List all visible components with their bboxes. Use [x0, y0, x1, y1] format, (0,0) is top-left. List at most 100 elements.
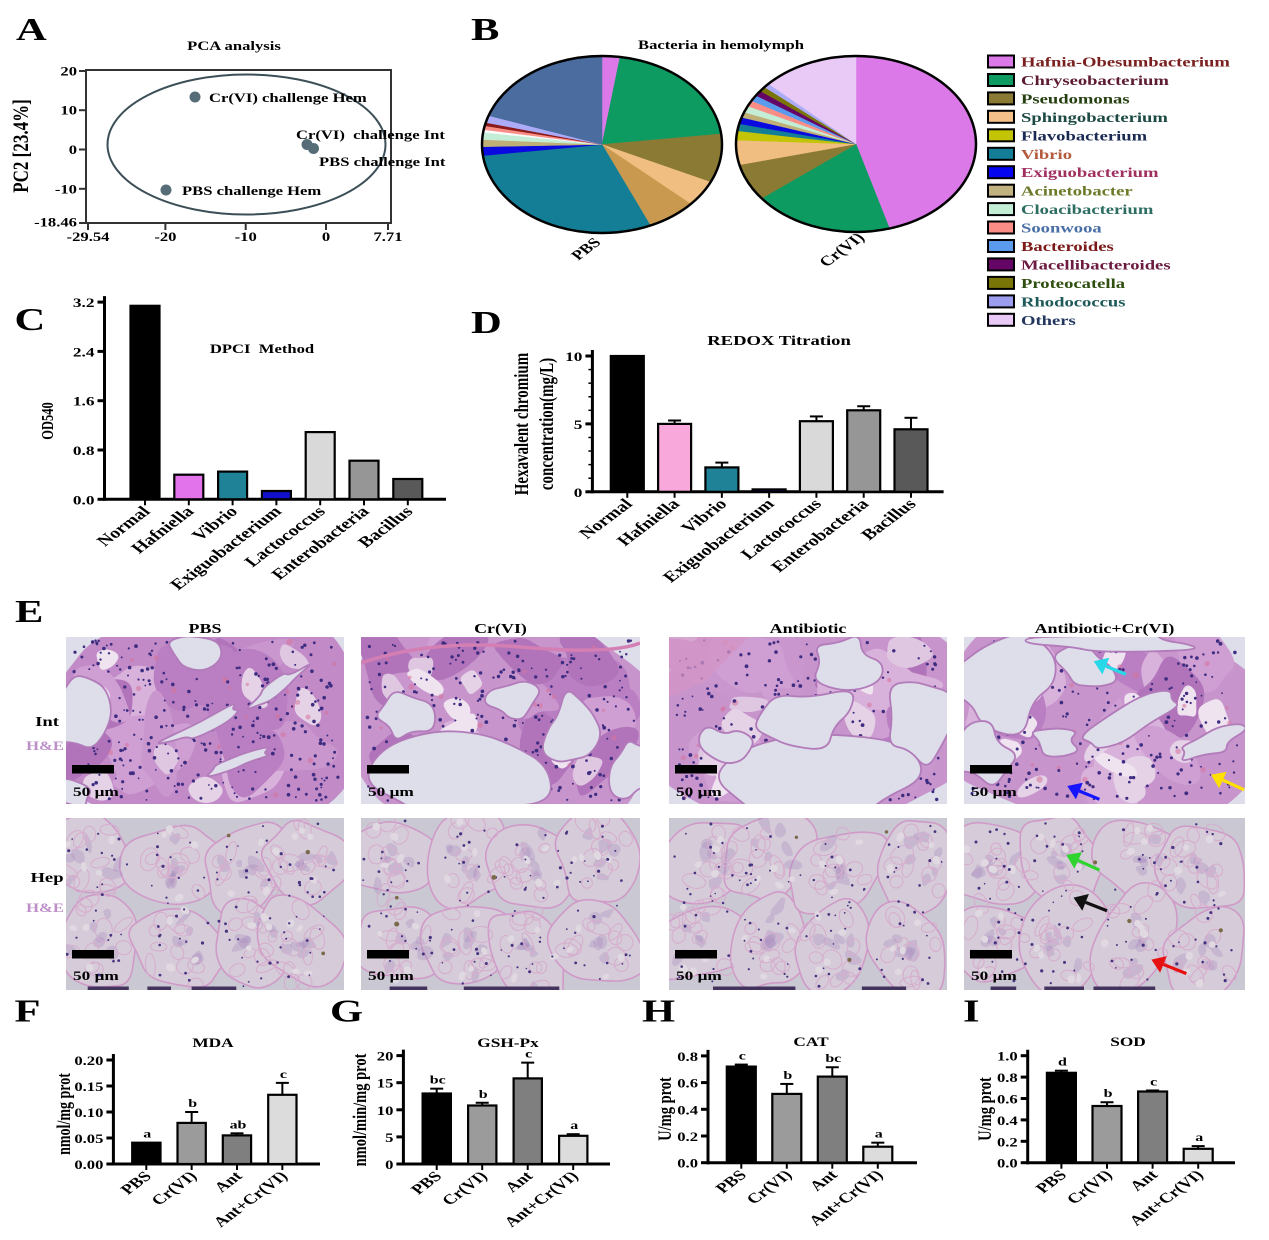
svg-text:Cr(VI): Cr(VI) — [1062, 1167, 1116, 1208]
svg-text:10: 10 — [377, 1105, 394, 1119]
svg-text:0.0: 0.0 — [997, 1158, 1018, 1172]
svg-text:10: 10 — [565, 350, 583, 364]
svg-text:Macellibacteroides: Macellibacteroides — [1021, 257, 1171, 273]
svg-text:0.8: 0.8 — [677, 1051, 698, 1065]
svg-text:50 μm: 50 μm — [73, 969, 119, 983]
svg-text:0: 0 — [385, 1159, 393, 1173]
svg-text:a: a — [875, 1127, 883, 1141]
svg-text:10: 10 — [60, 105, 77, 119]
svg-text:Cr(VI): Cr(VI) — [437, 1168, 491, 1209]
svg-text:0.6: 0.6 — [677, 1077, 698, 1091]
svg-text:H&E: H&E — [26, 902, 64, 916]
svg-text:Antibiotic: Antibiotic — [770, 622, 847, 636]
svg-text:bc: bc — [430, 1073, 446, 1087]
svg-text:c: c — [525, 1047, 532, 1061]
svg-text:H: H — [642, 993, 675, 1029]
svg-text:Acinetobacter: Acinetobacter — [1021, 183, 1133, 199]
svg-text:PC2 [23.4%]: PC2 [23.4%] — [9, 99, 34, 192]
svg-text:50 μm: 50 μm — [971, 785, 1017, 799]
svg-text:Bacteria in hemolymph: Bacteria in hemolymph — [638, 39, 804, 53]
svg-text:Cloacibacterium: Cloacibacterium — [1021, 201, 1154, 217]
svg-text:GSH-Px: GSH-Px — [477, 1036, 539, 1050]
svg-text:OD540: OD540 — [39, 402, 57, 439]
svg-text:Exiguobacterium: Exiguobacterium — [1021, 164, 1159, 180]
svg-text:Rhodococcus: Rhodococcus — [1021, 294, 1125, 310]
svg-text:0.8: 0.8 — [997, 1072, 1018, 1086]
svg-text:REDOX Titration: REDOX Titration — [707, 332, 851, 348]
svg-text:0.0: 0.0 — [73, 493, 95, 507]
svg-text:0.00: 0.00 — [74, 1159, 103, 1173]
svg-text:0.2: 0.2 — [677, 1131, 698, 1145]
svg-text:-10: -10 — [55, 183, 77, 197]
svg-text:5: 5 — [574, 418, 583, 432]
svg-text:Hafnia-Obesumbacterium: Hafnia-Obesumbacterium — [1021, 54, 1230, 70]
svg-text:Cr(VI) challenge Hem: Cr(VI) challenge Hem — [209, 92, 367, 106]
svg-text:d: d — [1058, 1055, 1067, 1069]
svg-text:b: b — [1104, 1087, 1113, 1101]
svg-text:0: 0 — [69, 144, 77, 158]
svg-text:F: F — [15, 993, 41, 1029]
svg-text:Chryseobacterium: Chryseobacterium — [1021, 72, 1169, 88]
svg-text:PBS: PBS — [407, 1168, 446, 1198]
svg-text:a: a — [1195, 1131, 1203, 1145]
svg-text:1.0: 1.0 — [997, 1051, 1018, 1065]
svg-text:Ant: Ant — [500, 1168, 537, 1196]
svg-text:-18.46: -18.46 — [34, 216, 77, 230]
svg-text:a: a — [570, 1119, 578, 1133]
svg-text:Bacteroides: Bacteroides — [1021, 238, 1114, 254]
svg-text:A: A — [16, 12, 47, 48]
svg-text:Cr(VI): Cr(VI) — [147, 1168, 201, 1209]
svg-text:-29.54: -29.54 — [67, 231, 111, 245]
svg-text:0.6: 0.6 — [997, 1093, 1018, 1107]
svg-text:0: 0 — [574, 486, 583, 500]
svg-text:b: b — [188, 1097, 197, 1111]
svg-text:Ant: Ant — [210, 1168, 247, 1196]
svg-text:50 μm: 50 μm — [971, 969, 1017, 983]
svg-text:B: B — [471, 12, 499, 48]
svg-text:20: 20 — [377, 1050, 394, 1064]
svg-text:Vibrio: Vibrio — [1021, 146, 1072, 162]
svg-text:bc: bc — [825, 1052, 841, 1066]
svg-text:20: 20 — [60, 65, 77, 79]
svg-text:PBS challenge Int: PBS challenge Int — [319, 156, 445, 170]
svg-text:0.10: 0.10 — [74, 1107, 103, 1121]
svg-text:50 μm: 50 μm — [676, 969, 722, 983]
svg-text:Soonwooa: Soonwooa — [1021, 220, 1102, 236]
svg-text:0.20: 0.20 — [74, 1055, 103, 1069]
svg-text:D: D — [471, 305, 502, 341]
svg-text:b: b — [479, 1088, 488, 1102]
svg-text:Flavobacterium: Flavobacterium — [1021, 128, 1147, 144]
svg-text:Cr(VI): Cr(VI) — [474, 622, 527, 636]
svg-text:G: G — [330, 993, 363, 1029]
svg-text:7.71: 7.71 — [373, 231, 402, 245]
svg-text:H&E: H&E — [26, 740, 64, 754]
svg-text:PBS: PBS — [711, 1167, 750, 1197]
svg-text:a: a — [143, 1127, 151, 1141]
svg-text:c: c — [280, 1068, 287, 1082]
svg-text:50 μm: 50 μm — [368, 785, 414, 799]
svg-text:0.0: 0.0 — [677, 1158, 698, 1172]
svg-text:PBS: PBS — [568, 235, 605, 263]
svg-text:SOD: SOD — [1110, 1035, 1146, 1049]
svg-text:0.15: 0.15 — [74, 1081, 103, 1095]
svg-text:PBS challenge Hem: PBS challenge Hem — [182, 185, 321, 199]
svg-text:U/mg prot: U/mg prot — [974, 1077, 995, 1141]
svg-text:Sphingobacterium: Sphingobacterium — [1021, 109, 1168, 125]
svg-text:PBS: PBS — [189, 622, 222, 636]
svg-text:PBS: PBS — [1031, 1167, 1070, 1197]
svg-text:50 μm: 50 μm — [368, 969, 414, 983]
svg-text:Antibiotic+Cr(VI): Antibiotic+Cr(VI) — [1035, 622, 1175, 636]
svg-text:-20: -20 — [154, 231, 176, 245]
svg-text:0.4: 0.4 — [997, 1115, 1018, 1129]
svg-text:1.6: 1.6 — [73, 395, 95, 409]
svg-text:MDA: MDA — [192, 1036, 233, 1050]
svg-text:b: b — [783, 1069, 792, 1083]
svg-text:C: C — [15, 302, 46, 338]
svg-text:U/mg prot: U/mg prot — [654, 1077, 675, 1141]
svg-text:Cr(VI) challenge Int: Cr(VI) challenge Int — [296, 129, 445, 143]
svg-text:PBS: PBS — [116, 1168, 155, 1198]
svg-text:Cr(VI): Cr(VI) — [742, 1167, 796, 1208]
svg-text:Ant: Ant — [805, 1166, 842, 1194]
svg-text:Others: Others — [1021, 312, 1076, 328]
svg-text:Ant: Ant — [1125, 1166, 1162, 1194]
